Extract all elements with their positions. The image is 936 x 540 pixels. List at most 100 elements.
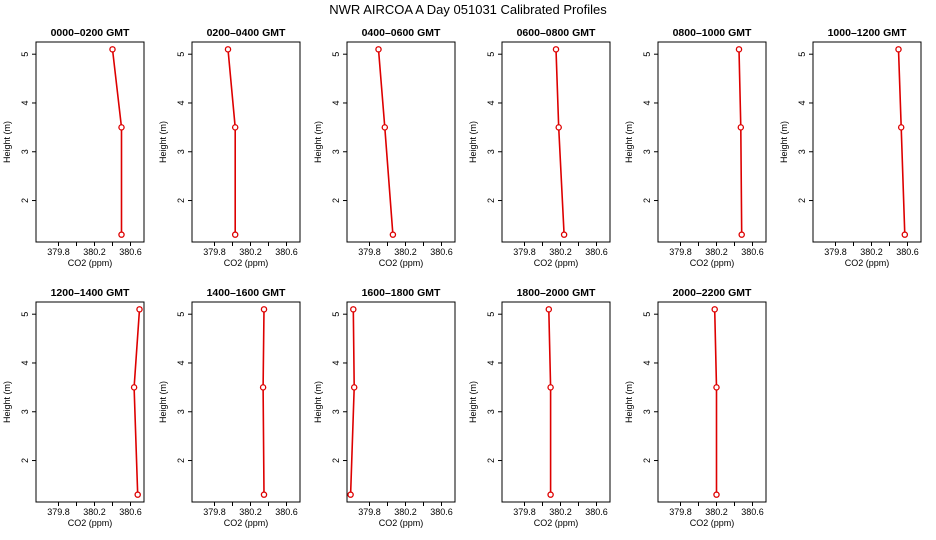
y-axis-label: Height (m) [313, 381, 323, 423]
data-point [389, 231, 397, 238]
data-point [118, 231, 125, 238]
y-tick-label: 2 [642, 458, 652, 463]
panel-2: 0200–0400 GMT 379.8 380.2 380.6 2 3 4 5 CO2 (ppm… [158, 27, 301, 268]
y-axis-label: Height (m) [624, 381, 634, 423]
y-tick-label: 4 [486, 360, 496, 365]
x-tick-label: 380.6 [430, 247, 453, 257]
profile-line [555, 49, 565, 235]
x-tick-label: 380.2 [705, 507, 728, 517]
y-axis-label: Height (m) [779, 121, 789, 163]
figure-title: NWR AIRCOA A Day 051031 Calibrated Profi… [329, 2, 607, 17]
panel-4: 0600–0800 GMT 379.8 380.2 380.6 2 3 4 5 CO2 (ppm… [468, 27, 611, 268]
x-tick-label: 380.2 [860, 247, 883, 257]
data-point [259, 384, 267, 391]
data-point [545, 306, 553, 313]
data-point [231, 231, 239, 238]
data-point [260, 491, 268, 498]
data-point [897, 124, 905, 131]
y-tick-label: 3 [486, 409, 496, 414]
x-tick-label: 379.8 [513, 247, 536, 257]
x-tick-label: 380.2 [239, 247, 262, 257]
profile-line [897, 49, 906, 235]
panel-title: 0000–0200 GMT [51, 27, 130, 39]
plot-frame [35, 301, 145, 503]
y-tick-label: 5 [331, 312, 341, 317]
data-point [547, 384, 554, 391]
x-tick-label: 379.8 [47, 507, 70, 517]
y-tick-label: 4 [486, 100, 496, 105]
panel-title: 1800–2000 GMT [517, 287, 596, 299]
x-tick-label: 380.2 [549, 507, 572, 517]
data-point [231, 124, 239, 131]
y-axis-label: Height (m) [158, 381, 168, 423]
x-tick-label: 380.6 [741, 247, 764, 257]
plot-frame [657, 41, 767, 243]
x-axis-label: CO2 (ppm) [68, 518, 113, 528]
panel-3: 0400–0600 GMT 379.8 380.2 380.6 2 3 4 5 CO2 (ppm… [313, 27, 456, 268]
y-axis-label: Height (m) [624, 121, 634, 163]
panel-title: 2000–2200 GMT [673, 287, 752, 299]
y-tick-label: 3 [176, 149, 186, 154]
y-tick-label: 2 [20, 198, 30, 203]
data-point [552, 46, 560, 53]
x-tick-label: 380.2 [394, 247, 417, 257]
y-tick-label: 4 [331, 360, 341, 365]
x-axis-label: CO2 (ppm) [68, 258, 113, 268]
data-point [738, 231, 745, 238]
panel-6: 1000–1200 GMT 379.8 380.2 380.6 2 3 4 5 CO2 (ppm… [779, 27, 922, 268]
profile-line [349, 309, 356, 495]
data-point [118, 124, 125, 131]
panel-9: 1600–1800 GMT 379.8 380.2 380.6 2 3 4 5 CO2 (ppm… [313, 287, 456, 528]
x-tick-label: 380.2 [549, 247, 572, 257]
y-tick-label: 4 [20, 100, 30, 105]
y-tick-label: 3 [20, 149, 30, 154]
x-axis-label: CO2 (ppm) [690, 258, 735, 268]
y-tick-label: 2 [331, 458, 341, 463]
x-tick-label: 380.6 [119, 507, 142, 517]
panel-11: 2000–2200 GMT 379.8 380.2 380.6 2 3 4 5 CO2 (ppm… [624, 287, 767, 528]
data-point [130, 384, 138, 391]
plot-frame [812, 41, 922, 243]
y-tick-label: 2 [331, 198, 341, 203]
y-tick-label: 4 [176, 100, 186, 105]
panel-title: 0200–0400 GMT [207, 27, 286, 39]
data-point [375, 46, 382, 53]
panel-title: 1400–1600 GMT [207, 287, 286, 299]
y-tick-label: 3 [642, 409, 652, 414]
x-tick-label: 379.8 [47, 247, 70, 257]
data-point [560, 231, 568, 238]
data-point [381, 124, 389, 131]
plot-frame [191, 41, 301, 243]
x-tick-label: 380.6 [896, 247, 919, 257]
y-axis-label: Height (m) [158, 121, 168, 163]
plot-frame [346, 301, 456, 503]
data-point [901, 231, 909, 238]
panel-title: 0800–1000 GMT [673, 27, 752, 39]
y-tick-label: 5 [20, 52, 30, 57]
data-point [713, 384, 720, 391]
y-tick-label: 4 [331, 100, 341, 105]
x-axis-label: CO2 (ppm) [690, 518, 735, 528]
data-point [555, 124, 562, 131]
panel-1: 0000–0200 GMT 379.8 380.2 380.6 2 3 4 5 CO2 (ppm… [2, 27, 145, 268]
panel-title: 1000–1200 GMT [828, 27, 907, 39]
y-tick-label: 5 [642, 52, 652, 57]
profile-line [548, 309, 552, 495]
y-tick-label: 3 [20, 409, 30, 414]
y-axis-label: Height (m) [468, 381, 478, 423]
panel-7: 1200–1400 GMT 379.8 380.2 380.6 2 3 4 5 CO2 (ppm… [2, 287, 145, 528]
x-tick-label: 380.2 [705, 247, 728, 257]
x-tick-label: 380.6 [585, 247, 608, 257]
y-axis-label: Height (m) [313, 121, 323, 163]
y-tick-label: 2 [176, 198, 186, 203]
y-tick-label: 4 [642, 360, 652, 365]
profile-line [133, 309, 141, 495]
x-tick-label: 380.2 [239, 507, 262, 517]
y-tick-label: 5 [20, 312, 30, 317]
y-tick-label: 3 [642, 149, 652, 154]
data-point [260, 306, 268, 313]
x-tick-label: 380.6 [275, 247, 298, 257]
y-tick-label: 5 [176, 52, 186, 57]
